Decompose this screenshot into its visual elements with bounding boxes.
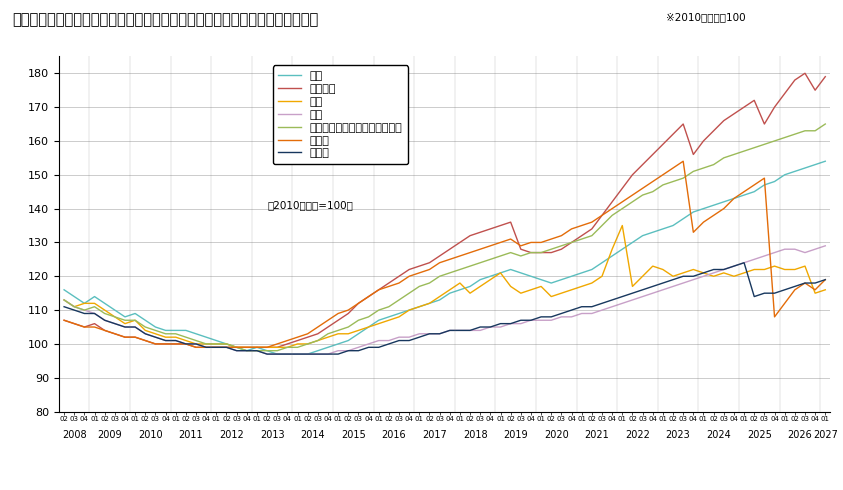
商業地 xyxy=(333,311,343,317)
Legend: 店舗, オフィス, 倉庫, 工場, マンション・アパート（一棟）, 商業地, 工業地: 店舗, オフィス, 倉庫, 工場, マンション・アパート（一棟）, 商業地, 工… xyxy=(273,66,408,164)
オフィス xyxy=(191,344,201,350)
Text: 2016: 2016 xyxy=(382,430,406,440)
工業地 xyxy=(130,324,140,330)
店舗 xyxy=(678,216,688,221)
店舗 xyxy=(465,284,475,290)
工業地 xyxy=(556,311,566,317)
店舗 xyxy=(130,311,140,317)
商業地 xyxy=(688,229,698,235)
Text: 2024: 2024 xyxy=(706,430,731,440)
Line: 商業地: 商業地 xyxy=(64,161,825,347)
倉庫 xyxy=(465,290,475,296)
工業地 xyxy=(577,304,587,310)
Line: オフィス: オフィス xyxy=(64,74,825,347)
商業地 xyxy=(556,233,566,239)
マンション・アパート（一棟） xyxy=(465,263,475,269)
工場 xyxy=(59,297,69,303)
Text: 2013: 2013 xyxy=(260,430,284,440)
Text: 2022: 2022 xyxy=(625,430,650,440)
工場 xyxy=(577,311,587,317)
倉庫 xyxy=(333,331,343,337)
オフィス xyxy=(800,71,810,76)
店舗 xyxy=(577,270,587,276)
工業地 xyxy=(678,273,688,279)
工場 xyxy=(262,351,272,357)
Text: （2010年平均=100）: （2010年平均=100） xyxy=(267,200,353,210)
マンション・アパート（一棟） xyxy=(678,175,688,181)
倉庫 xyxy=(59,297,69,303)
Text: 2011: 2011 xyxy=(179,430,203,440)
工場 xyxy=(130,324,140,330)
Text: 2014: 2014 xyxy=(300,430,325,440)
Line: 工場: 工場 xyxy=(64,246,825,354)
工業地 xyxy=(820,277,830,283)
工場 xyxy=(678,280,688,286)
倉庫 xyxy=(617,222,627,228)
Text: 2026: 2026 xyxy=(787,430,813,440)
倉庫 xyxy=(130,318,140,323)
オフィス xyxy=(820,74,830,79)
Text: 2023: 2023 xyxy=(666,430,690,440)
マンション・アパート（一棟） xyxy=(577,236,587,242)
マンション・アパート（一棟） xyxy=(130,318,140,323)
Text: ＜不動産価格指数（商業用不動産）（令和６年第３四半期分・季節調整値）＞: ＜不動産価格指数（商業用不動産）（令和６年第３四半期分・季節調整値）＞ xyxy=(13,12,319,27)
工場 xyxy=(465,327,475,333)
Text: 2009: 2009 xyxy=(98,430,122,440)
店舗 xyxy=(820,158,830,164)
倉庫 xyxy=(577,284,587,290)
Text: 2017: 2017 xyxy=(422,430,447,440)
マンション・アパート（一棟） xyxy=(333,327,343,333)
倉庫 xyxy=(556,290,566,296)
工業地 xyxy=(333,351,343,357)
工業地 xyxy=(465,327,475,333)
オフィス xyxy=(130,334,140,340)
店舗 xyxy=(272,351,282,357)
倉庫 xyxy=(688,267,698,272)
店舗 xyxy=(59,287,69,293)
工業地 xyxy=(739,260,749,266)
商業地 xyxy=(577,222,587,228)
オフィス xyxy=(465,233,475,239)
工場 xyxy=(333,348,343,354)
Text: 2010: 2010 xyxy=(138,430,163,440)
工業地 xyxy=(59,304,69,310)
オフィス xyxy=(59,318,69,323)
オフィス xyxy=(678,121,688,127)
商業地 xyxy=(820,277,830,283)
商業地 xyxy=(465,249,475,255)
オフィス xyxy=(577,233,587,239)
マンション・アパート（一棟） xyxy=(59,297,69,303)
マンション・アパート（一棟） xyxy=(556,243,566,249)
店舗 xyxy=(556,277,566,283)
店舗 xyxy=(333,341,343,347)
Text: 2025: 2025 xyxy=(747,430,771,440)
Line: 店舗: 店舗 xyxy=(64,161,825,354)
倉庫 xyxy=(820,287,830,293)
Text: 2020: 2020 xyxy=(544,430,569,440)
Text: 2015: 2015 xyxy=(341,430,366,440)
工業地 xyxy=(262,351,272,357)
工場 xyxy=(820,243,830,249)
Text: 2027: 2027 xyxy=(813,430,838,440)
Text: ※2010年平均＝100: ※2010年平均＝100 xyxy=(666,12,745,22)
マンション・アパート（一棟） xyxy=(820,121,830,127)
Text: 2008: 2008 xyxy=(62,430,87,440)
商業地 xyxy=(130,334,140,340)
マンション・アパート（一棟） xyxy=(242,348,252,354)
Text: 2021: 2021 xyxy=(584,430,609,440)
オフィス xyxy=(556,246,566,252)
商業地 xyxy=(59,318,69,323)
Text: 2018: 2018 xyxy=(463,430,487,440)
Line: 倉庫: 倉庫 xyxy=(64,225,825,347)
倉庫 xyxy=(232,344,242,350)
Line: 工業地: 工業地 xyxy=(64,263,825,354)
商業地 xyxy=(678,158,688,164)
Text: 2019: 2019 xyxy=(503,430,528,440)
工場 xyxy=(556,314,566,320)
オフィス xyxy=(333,318,343,323)
商業地 xyxy=(191,344,201,350)
Line: マンション・アパート（一棟）: マンション・アパート（一棟） xyxy=(64,124,825,351)
Text: 2012: 2012 xyxy=(219,430,244,440)
